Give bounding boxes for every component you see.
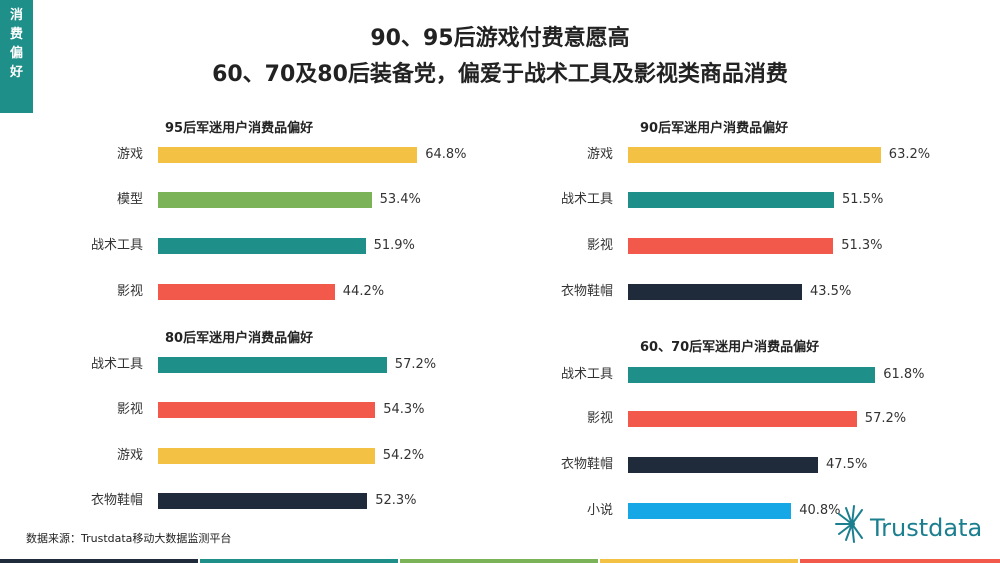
value-label: 54.2%	[382, 448, 425, 463]
category-label: 影视	[586, 238, 613, 253]
bar-row: 游戏 63.2%	[0, 143, 1000, 167]
value-label: 64.8%	[425, 147, 467, 162]
category-label: 模型	[116, 192, 143, 207]
bar	[628, 367, 876, 383]
footer-strip-green	[400, 559, 598, 563]
bar	[158, 402, 376, 418]
value-label: 53.4%	[379, 192, 421, 207]
bar	[628, 147, 881, 163]
trustdata-logo-icon	[835, 505, 863, 543]
chart-title: 80后军迷用户消费品偏好	[165, 331, 314, 346]
section-tab-label: 消费偏好	[9, 8, 23, 80]
value-label: 54.3%	[383, 402, 425, 417]
value-label: 51.5%	[842, 192, 884, 207]
logo-text: Trustdata	[870, 514, 983, 542]
bar	[158, 147, 418, 163]
value-label: 43.5%	[810, 284, 852, 299]
chart-title: 60、70后军迷用户消费品偏好	[640, 340, 820, 355]
value-label: 47.5%	[826, 457, 868, 472]
bar-row: 战术工具 61.8%	[0, 363, 1000, 387]
category-label: 战术工具	[90, 357, 143, 372]
footer-strip-teal	[200, 559, 398, 563]
category-label: 衣物鞋帽	[560, 284, 613, 299]
bar	[628, 457, 818, 473]
category-label: 游戏	[586, 147, 613, 162]
value-label: 40.8%	[799, 503, 841, 518]
value-label: 44.2%	[342, 284, 385, 299]
bar-row: 战术工具 51.9%	[0, 234, 1000, 258]
category-label: 战术工具	[560, 367, 613, 382]
bar	[158, 448, 375, 464]
bar	[628, 284, 802, 300]
category-label: 战术工具	[90, 238, 143, 253]
bar	[158, 192, 372, 208]
value-label: 57.2%	[864, 411, 907, 426]
value-label: 51.3%	[841, 238, 883, 253]
footer-strip-red	[800, 559, 1000, 563]
category-label: 战术工具	[560, 192, 613, 207]
category-label: 影视	[586, 411, 613, 426]
bar-row: 影视 54.3%	[0, 398, 1000, 422]
bar-row: 影视 51.3%	[0, 234, 1000, 258]
bar	[628, 503, 792, 519]
category-label: 小说	[586, 503, 613, 518]
value-label: 57.2%	[394, 357, 437, 372]
value-label: 63.2%	[888, 147, 931, 162]
bar-row: 衣物鞋帽 47.5%	[0, 453, 1000, 477]
bar-row: 衣物鞋帽 52.3%	[0, 489, 1000, 513]
bar-row: 影视 44.2%	[0, 280, 1000, 304]
footer-strip-yellow	[600, 559, 798, 563]
category-label: 衣物鞋帽	[560, 457, 613, 472]
bar	[158, 493, 368, 509]
section-tab: 消费偏好	[0, 0, 33, 113]
bar-row: 战术工具 51.5%	[0, 188, 1000, 212]
category-label: 游戏	[116, 448, 143, 463]
bar	[158, 357, 387, 373]
bar-row: 游戏 54.2%	[0, 444, 1000, 468]
bar-row: 战术工具 57.2%	[0, 353, 1000, 377]
bar-row: 模型 53.4%	[0, 188, 1000, 212]
value-label: 51.9%	[373, 238, 415, 253]
chart-title: 90后军迷用户消费品偏好	[640, 121, 789, 136]
bar	[628, 238, 834, 254]
footer-strip-navy	[0, 559, 198, 563]
page-title-line2: 60、70及80后装备党，偏爱于战术工具及影视类商品消费	[212, 62, 788, 87]
source-note: 数据来源：Trustdata移动大数据监测平台	[26, 532, 232, 545]
bar-row: 小说 40.8%	[0, 499, 1000, 523]
category-label: 游戏	[116, 147, 143, 162]
page-title-line1: 90、95后游戏付费意愿高	[370, 26, 630, 51]
bar	[158, 284, 335, 300]
bar-row: 衣物鞋帽 43.5%	[0, 280, 1000, 304]
bar	[628, 192, 834, 208]
category-label: 影视	[116, 284, 143, 299]
bar	[628, 411, 857, 427]
category-label: 衣物鞋帽	[90, 493, 143, 508]
bar-row: 游戏 64.8%	[0, 143, 1000, 167]
value-label: 61.8%	[883, 367, 925, 382]
bar	[158, 238, 366, 254]
chart-title: 95后军迷用户消费品偏好	[165, 121, 314, 136]
value-label: 52.3%	[375, 493, 417, 508]
category-label: 影视	[116, 402, 143, 417]
bar-row: 影视 57.2%	[0, 407, 1000, 431]
